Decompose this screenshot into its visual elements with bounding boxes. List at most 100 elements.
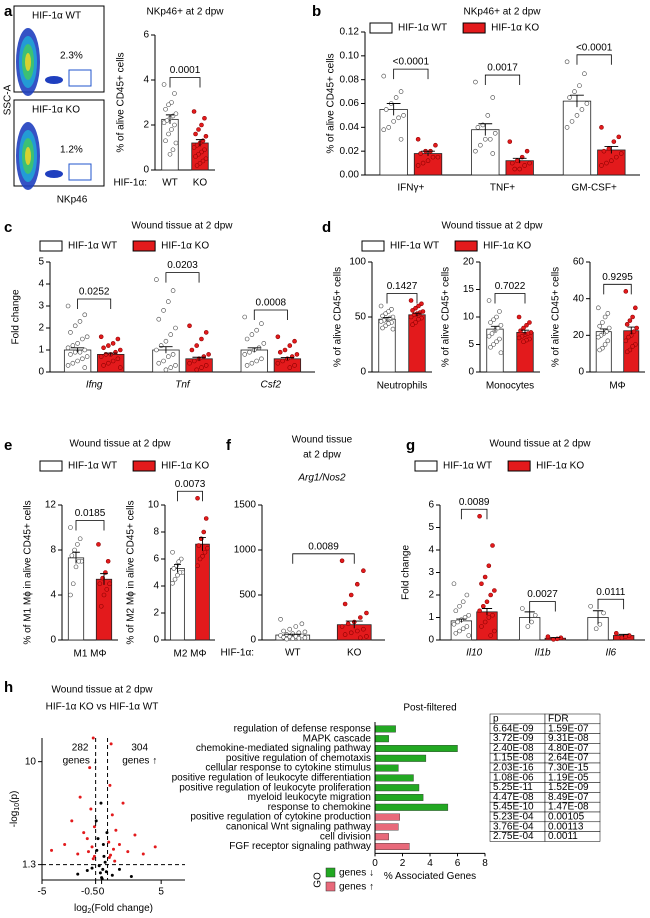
chart-title: Wound tissue at 2 dpw (132, 221, 234, 232)
error-bar (382, 317, 392, 321)
p-value: 0.0073 (175, 479, 206, 490)
significance-bracket (484, 74, 521, 86)
table-value: 4.80E-07 (548, 743, 589, 754)
data-point (473, 79, 478, 85)
chart-title: Wound tissue at 2 dpw (490, 439, 592, 450)
significance-bracket (177, 490, 203, 502)
data-point (169, 127, 174, 132)
data-point (167, 151, 173, 157)
data-point (497, 336, 502, 342)
error-bar (604, 145, 619, 154)
p-value: 0.7022 (495, 281, 526, 292)
data-point (479, 624, 484, 629)
x-tick-label: Il1b (534, 648, 551, 659)
legend-label: genes ↓ (339, 868, 374, 879)
data-point (464, 624, 470, 629)
x-axis-label: NKp46 (57, 195, 88, 206)
x-tick-label: Ifng (86, 380, 103, 391)
table-header: FDR (548, 714, 569, 725)
error-bar (199, 536, 206, 551)
data-point (249, 332, 255, 337)
data-point (170, 549, 175, 555)
data-point (275, 360, 281, 366)
data-point (110, 873, 114, 877)
data-point (524, 322, 529, 328)
error-bar (174, 563, 181, 573)
data-point (486, 615, 492, 620)
y-tick-label: 0.04 (340, 122, 360, 133)
error-bar (412, 312, 422, 317)
significance-bracket (75, 520, 105, 531)
data-point (579, 107, 585, 112)
legend-label: HIF-1α KO (483, 241, 531, 252)
gate (68, 69, 92, 87)
table-value: 6.64E-09 (493, 723, 534, 734)
y-axis-label: % of alive CD45+ cells (333, 267, 344, 367)
bar (67, 557, 85, 641)
data-point (492, 628, 497, 634)
category-title: HIF-1α: (113, 178, 147, 189)
data-point (466, 612, 472, 618)
data-point (202, 115, 207, 121)
data-point (249, 360, 255, 366)
data-point (401, 113, 406, 118)
category-label: positive regulation of leukocyte prolife… (179, 782, 371, 793)
data-point (90, 845, 94, 849)
data-point (201, 354, 207, 359)
significance-bracket (603, 283, 632, 295)
data-point (597, 323, 602, 329)
y-axis-label: SSC-A (3, 84, 14, 115)
data-point (348, 592, 354, 598)
data-point (170, 580, 175, 586)
data-point (466, 633, 472, 638)
table-value: 3.72E-09 (493, 733, 534, 744)
data-point (358, 615, 363, 620)
table-value: 1.47E-08 (548, 802, 589, 813)
data-point (593, 626, 599, 632)
x-tick-label: 6 (455, 858, 461, 869)
data-point (196, 151, 201, 157)
data-point (477, 513, 482, 519)
data-point (196, 127, 201, 132)
y-tick-label: 2 (153, 608, 159, 619)
data-point (354, 581, 360, 587)
data-point (203, 133, 209, 139)
error-bar (524, 611, 535, 624)
significance-bracket (253, 309, 288, 320)
chart-title: NKp46+ at 2 dpw (147, 7, 225, 18)
data-point (348, 630, 354, 636)
data-point (498, 322, 504, 328)
data-point (492, 588, 497, 593)
data-point (78, 795, 82, 799)
legend-swatch (369, 22, 393, 34)
error-bar (618, 633, 629, 637)
data-point (488, 344, 493, 350)
data-point (102, 854, 106, 858)
data-point (82, 312, 88, 318)
data-point (425, 158, 431, 163)
data-point (259, 321, 264, 326)
data-point (110, 358, 116, 364)
data-point (516, 335, 522, 341)
y-axis-label: -log10(p) (9, 791, 21, 828)
data-point (527, 320, 532, 325)
data-point (486, 563, 492, 569)
data-point (72, 323, 78, 329)
table-value: 1.15E-08 (493, 753, 534, 764)
x-axis-label: log2(Fold change) (74, 903, 153, 915)
data-point (193, 154, 198, 159)
y-tick-label: 6 (153, 554, 159, 565)
data-point (299, 621, 305, 627)
data-point (98, 334, 104, 340)
significance-bracket (529, 601, 556, 612)
data-point (489, 331, 495, 336)
category-title: HIF-1α: (220, 648, 254, 659)
bar (374, 735, 389, 743)
data-point (584, 101, 590, 106)
data-point (98, 871, 102, 875)
data-point (85, 869, 89, 873)
data-point (293, 624, 299, 629)
data-point (65, 345, 71, 351)
chart-title: at 2 dpw (303, 450, 342, 461)
